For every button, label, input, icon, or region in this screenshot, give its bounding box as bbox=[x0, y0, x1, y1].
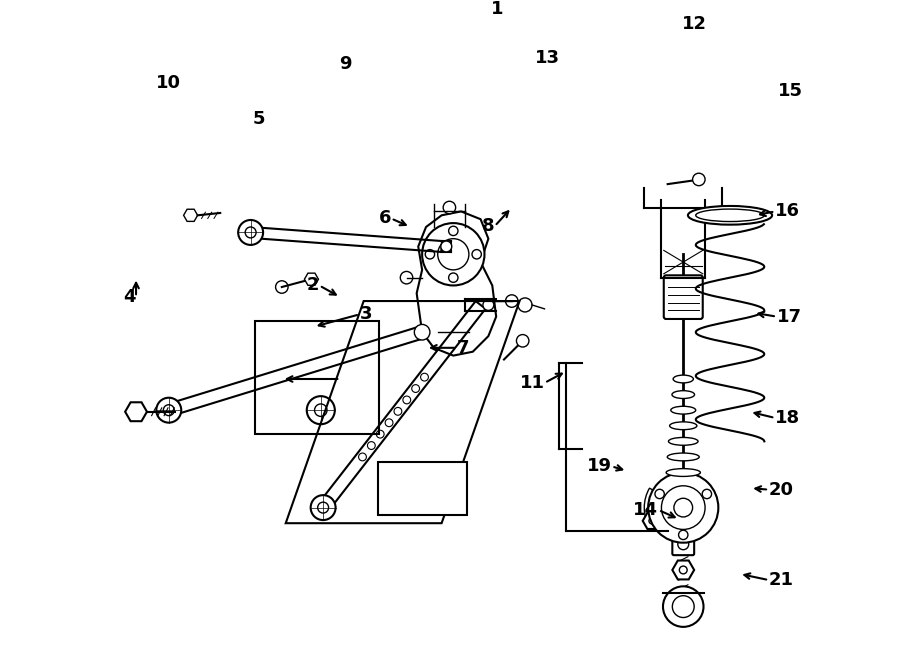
Text: 16: 16 bbox=[775, 202, 800, 220]
Text: 8: 8 bbox=[482, 217, 495, 235]
Circle shape bbox=[310, 495, 336, 520]
Text: 10: 10 bbox=[157, 74, 181, 92]
Text: 19: 19 bbox=[587, 457, 611, 475]
Circle shape bbox=[472, 250, 482, 259]
Text: 9: 9 bbox=[339, 55, 352, 73]
Wedge shape bbox=[644, 488, 683, 527]
Circle shape bbox=[662, 486, 705, 529]
Circle shape bbox=[655, 489, 664, 498]
Circle shape bbox=[238, 220, 263, 245]
Circle shape bbox=[443, 201, 455, 214]
Text: 2: 2 bbox=[307, 276, 320, 294]
Circle shape bbox=[518, 298, 532, 312]
Circle shape bbox=[400, 272, 413, 284]
Circle shape bbox=[483, 299, 494, 311]
FancyBboxPatch shape bbox=[378, 463, 467, 516]
Circle shape bbox=[376, 430, 384, 438]
Circle shape bbox=[517, 334, 529, 347]
Circle shape bbox=[275, 281, 288, 293]
Text: 13: 13 bbox=[536, 49, 560, 67]
Circle shape bbox=[420, 373, 428, 381]
Polygon shape bbox=[417, 212, 496, 356]
Text: 5: 5 bbox=[252, 110, 265, 128]
Circle shape bbox=[437, 239, 469, 270]
Text: 1: 1 bbox=[491, 0, 503, 18]
Text: 17: 17 bbox=[777, 307, 802, 326]
Circle shape bbox=[411, 385, 419, 393]
Circle shape bbox=[394, 407, 401, 415]
Circle shape bbox=[245, 227, 256, 238]
Text: 14: 14 bbox=[634, 501, 658, 519]
Circle shape bbox=[367, 442, 375, 449]
Circle shape bbox=[358, 453, 366, 461]
Circle shape bbox=[385, 419, 393, 426]
Ellipse shape bbox=[670, 407, 696, 414]
Circle shape bbox=[441, 241, 452, 252]
Text: 20: 20 bbox=[769, 481, 794, 498]
Text: 12: 12 bbox=[681, 15, 706, 32]
FancyBboxPatch shape bbox=[664, 276, 703, 319]
Text: 21: 21 bbox=[769, 571, 794, 589]
Circle shape bbox=[506, 295, 518, 307]
Ellipse shape bbox=[688, 206, 772, 225]
Text: 3: 3 bbox=[360, 305, 373, 323]
Circle shape bbox=[163, 405, 175, 416]
Circle shape bbox=[678, 539, 688, 550]
Ellipse shape bbox=[669, 438, 698, 446]
Ellipse shape bbox=[696, 209, 764, 221]
Ellipse shape bbox=[670, 422, 697, 430]
Circle shape bbox=[702, 489, 712, 498]
FancyBboxPatch shape bbox=[672, 533, 694, 555]
Circle shape bbox=[680, 566, 687, 574]
Circle shape bbox=[307, 396, 335, 424]
Text: 15: 15 bbox=[778, 81, 804, 100]
Ellipse shape bbox=[666, 469, 700, 477]
Circle shape bbox=[648, 473, 718, 543]
Circle shape bbox=[422, 223, 484, 286]
Text: 11: 11 bbox=[519, 374, 544, 392]
Circle shape bbox=[392, 470, 429, 508]
Circle shape bbox=[315, 404, 327, 416]
Circle shape bbox=[402, 481, 418, 496]
Circle shape bbox=[674, 498, 693, 517]
Circle shape bbox=[318, 502, 328, 513]
Circle shape bbox=[649, 518, 655, 524]
Circle shape bbox=[414, 325, 430, 340]
Circle shape bbox=[663, 586, 704, 627]
Circle shape bbox=[693, 173, 705, 186]
Circle shape bbox=[425, 250, 435, 259]
Text: 4: 4 bbox=[123, 288, 136, 306]
Ellipse shape bbox=[672, 391, 695, 399]
Circle shape bbox=[403, 396, 410, 404]
Circle shape bbox=[672, 596, 694, 617]
Text: 18: 18 bbox=[775, 409, 800, 427]
Circle shape bbox=[679, 530, 688, 539]
Ellipse shape bbox=[673, 375, 693, 383]
Text: 7: 7 bbox=[457, 339, 470, 357]
Circle shape bbox=[157, 398, 181, 422]
Ellipse shape bbox=[667, 453, 699, 461]
Circle shape bbox=[448, 273, 458, 282]
Circle shape bbox=[448, 226, 458, 235]
Text: 6: 6 bbox=[378, 210, 391, 227]
